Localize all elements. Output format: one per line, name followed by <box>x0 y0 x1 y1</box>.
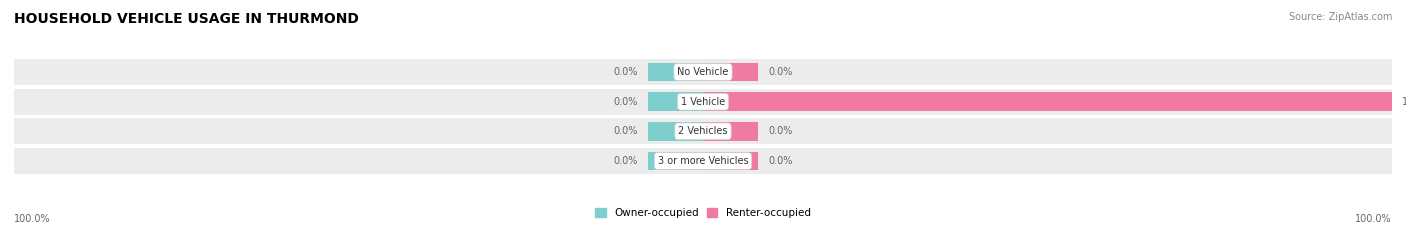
Bar <box>648 93 703 111</box>
Text: 0.0%: 0.0% <box>769 126 793 136</box>
Bar <box>703 152 758 170</box>
Text: 2 Vehicles: 2 Vehicles <box>678 126 728 136</box>
Text: 0.0%: 0.0% <box>613 126 637 136</box>
Text: 100.0%: 100.0% <box>1402 97 1406 107</box>
Bar <box>703 93 1392 111</box>
Bar <box>648 122 703 140</box>
Bar <box>648 63 703 81</box>
Bar <box>703 63 758 81</box>
Legend: Owner-occupied, Renter-occupied: Owner-occupied, Renter-occupied <box>591 204 815 222</box>
Text: HOUSEHOLD VEHICLE USAGE IN THURMOND: HOUSEHOLD VEHICLE USAGE IN THURMOND <box>14 12 359 26</box>
Text: 3 or more Vehicles: 3 or more Vehicles <box>658 156 748 166</box>
Text: 0.0%: 0.0% <box>613 67 637 77</box>
Bar <box>14 89 1392 115</box>
Text: 100.0%: 100.0% <box>1355 214 1392 224</box>
Text: 0.0%: 0.0% <box>769 156 793 166</box>
Text: 0.0%: 0.0% <box>613 97 637 107</box>
Text: No Vehicle: No Vehicle <box>678 67 728 77</box>
Text: 100.0%: 100.0% <box>14 214 51 224</box>
Bar <box>648 152 703 170</box>
Text: 0.0%: 0.0% <box>769 67 793 77</box>
Bar <box>14 148 1392 174</box>
Bar <box>14 59 1392 85</box>
Text: 0.0%: 0.0% <box>613 156 637 166</box>
Bar <box>703 122 758 140</box>
Text: 1 Vehicle: 1 Vehicle <box>681 97 725 107</box>
Text: Source: ZipAtlas.com: Source: ZipAtlas.com <box>1288 12 1392 22</box>
Bar <box>14 118 1392 144</box>
